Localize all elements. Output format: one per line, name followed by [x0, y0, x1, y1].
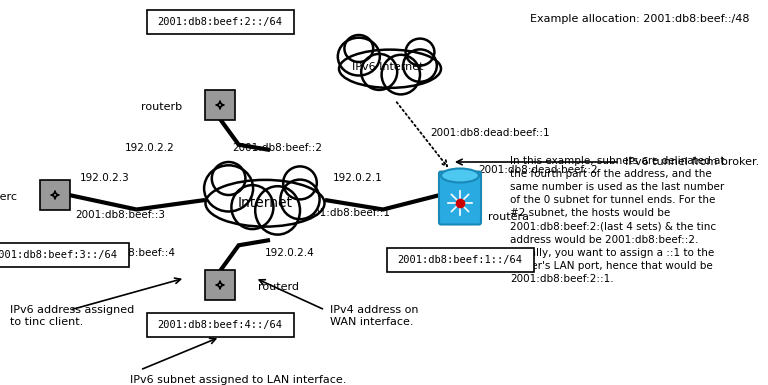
Text: 2001:db8:dead:beef::1: 2001:db8:dead:beef::1 [430, 128, 550, 138]
Text: 2001:db8:beef:3::/64: 2001:db8:beef:3::/64 [0, 250, 118, 260]
Ellipse shape [212, 162, 246, 195]
FancyBboxPatch shape [147, 10, 293, 34]
Ellipse shape [406, 38, 435, 65]
Ellipse shape [339, 50, 441, 88]
Ellipse shape [231, 185, 273, 229]
Text: IPv6 subnet assigned to LAN interface.: IPv6 subnet assigned to LAN interface. [130, 375, 346, 385]
Text: routerc: routerc [0, 192, 17, 202]
Text: 2001:db8:beef::2: 2001:db8:beef::2 [232, 143, 322, 153]
Ellipse shape [344, 35, 373, 62]
Text: 192.0.2.4: 192.0.2.4 [265, 248, 315, 258]
Ellipse shape [206, 180, 325, 227]
Text: 2001:db8:beef:1::/64: 2001:db8:beef:1::/64 [398, 255, 522, 265]
Ellipse shape [403, 49, 437, 82]
Ellipse shape [283, 166, 316, 199]
Text: 2001:db8:beef::1: 2001:db8:beef::1 [300, 208, 390, 218]
Text: routerb: routerb [141, 102, 182, 112]
Text: IPv6 address assigned
to tinc client.: IPv6 address assigned to tinc client. [10, 305, 134, 326]
Text: 192.0.2.1: 192.0.2.1 [333, 173, 383, 183]
Ellipse shape [382, 55, 420, 94]
Ellipse shape [255, 186, 300, 234]
Text: 192.0.2.3: 192.0.2.3 [80, 173, 130, 183]
FancyBboxPatch shape [205, 270, 235, 300]
Text: 2001:db8:beef::3: 2001:db8:beef::3 [75, 210, 165, 220]
Text: Example allocation: 2001:db8:beef::/48: Example allocation: 2001:db8:beef::/48 [530, 14, 750, 24]
FancyBboxPatch shape [40, 180, 70, 210]
FancyBboxPatch shape [439, 171, 481, 224]
Text: 2001:db8:beef:2::/64: 2001:db8:beef:2::/64 [157, 17, 283, 27]
Ellipse shape [441, 169, 479, 182]
Ellipse shape [280, 179, 319, 219]
FancyBboxPatch shape [386, 248, 534, 272]
Text: 192.0.2.2: 192.0.2.2 [125, 143, 175, 153]
FancyBboxPatch shape [147, 313, 293, 337]
Ellipse shape [361, 54, 397, 90]
Text: IPv6 Internet: IPv6 Internet [353, 62, 424, 72]
Text: IPv6 tunnel from broker.: IPv6 tunnel from broker. [625, 157, 760, 167]
FancyBboxPatch shape [0, 243, 128, 267]
Text: IPv4 address on
WAN interface.: IPv4 address on WAN interface. [330, 305, 419, 326]
Text: 2001:db8:dead:beef::2: 2001:db8:dead:beef::2 [478, 165, 598, 175]
FancyBboxPatch shape [205, 90, 235, 120]
Text: 2001:db8:beef::4: 2001:db8:beef::4 [85, 248, 175, 258]
Text: Internet: Internet [237, 196, 293, 210]
Text: routera: routera [488, 212, 529, 222]
Text: In this example, subnets are delinated at
the fourth part of the address, and th: In this example, subnets are delinated a… [510, 156, 724, 285]
Ellipse shape [338, 38, 380, 75]
Text: 2001:db8:beef:4::/64: 2001:db8:beef:4::/64 [157, 320, 283, 330]
Ellipse shape [204, 165, 253, 211]
Text: routerd: routerd [258, 282, 299, 292]
